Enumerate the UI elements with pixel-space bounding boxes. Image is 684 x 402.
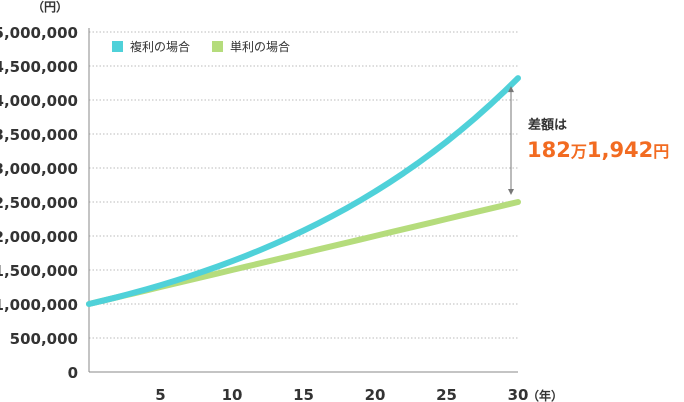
difference-amount-man-unit: 万: [570, 142, 587, 161]
y-tick-label: 0: [68, 364, 78, 382]
x-tick-label: 20: [365, 386, 386, 402]
y-tick-label: 3,000,000: [0, 160, 78, 178]
difference-amount-yen-value: 1,942: [587, 138, 653, 162]
y-tick-label: 2,000,000: [0, 228, 78, 246]
legend-swatch-simple: [212, 41, 223, 52]
y-tick-label: 2,500,000: [0, 194, 78, 212]
y-tick-label: 4,000,000: [0, 92, 78, 110]
difference-amount-man-value: 182: [527, 138, 571, 162]
series-lines: [86, 75, 521, 307]
difference-amount: 182万1,942円: [527, 138, 669, 162]
x-tick-label: 25: [436, 386, 457, 402]
y-tick-label: 5,000,000: [0, 24, 78, 42]
difference-label: 差額は: [528, 117, 567, 133]
y-tick-labels: 0 500,000 1,000,000 1,500,000 2,000,000 2,500…: [0, 24, 78, 382]
series-line-compound: [86, 75, 521, 307]
legend-label-simple: 単利の場合: [230, 39, 290, 54]
y-tick-label: 3,500,000: [0, 126, 78, 144]
difference-amount-yen-unit: 円: [653, 142, 669, 161]
x-tick-label: 5: [155, 386, 165, 402]
legend-swatch-compound: [112, 41, 123, 52]
x-tick-label: 30: [508, 386, 529, 402]
x-tick-labels: 5 10 15 20 25 30: [155, 386, 528, 402]
difference-annotation: 差額は 182万1,942円: [508, 86, 669, 195]
y-tick-label: 1,500,000: [0, 262, 78, 280]
x-axis-unit: （年）: [527, 388, 563, 402]
y-axis-unit: （円）: [32, 0, 68, 14]
y-tick-label: 1,000,000: [0, 296, 78, 314]
grid-lines: [89, 31, 518, 339]
legend-label-compound: 複利の場合: [130, 39, 190, 54]
x-tick-label: 10: [222, 386, 243, 402]
axes: [88, 28, 518, 373]
difference-arrow-head-top: [508, 86, 514, 93]
x-tick-label: 15: [293, 386, 314, 402]
difference-arrow-head-bottom: [508, 189, 514, 195]
legend: 複利の場合 単利の場合: [112, 39, 290, 54]
y-tick-label: 500,000: [10, 330, 78, 348]
y-tick-label: 4,500,000: [0, 58, 78, 76]
